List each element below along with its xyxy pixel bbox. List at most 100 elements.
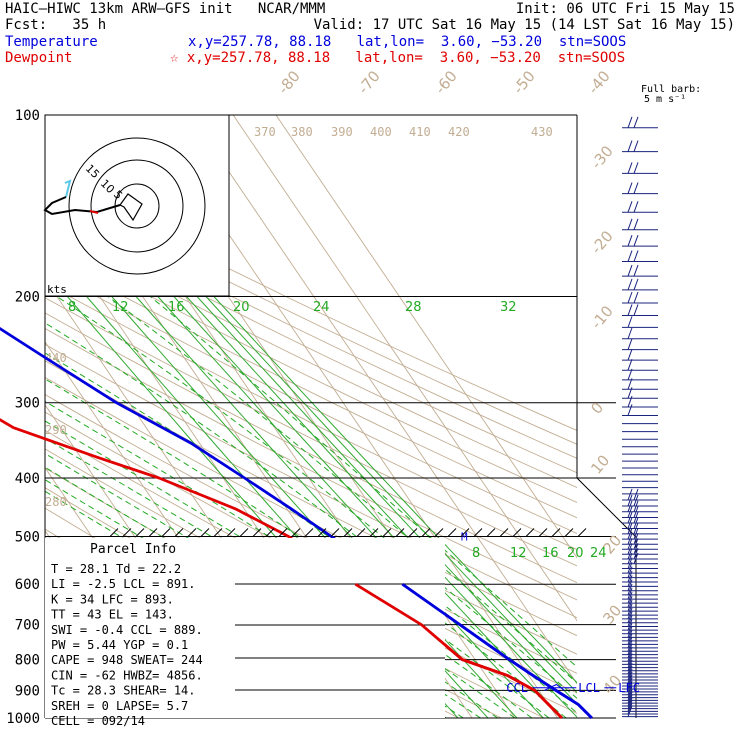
forecast-hour: Fcst: 35 h xyxy=(5,17,107,33)
hatch-tick xyxy=(460,528,470,537)
wind-barb-flag xyxy=(627,488,633,501)
wind-barb-flag xyxy=(627,511,633,524)
adiabat-label: 420 xyxy=(448,125,470,139)
dry-adiabat-line xyxy=(45,297,577,567)
wind-barb-flag xyxy=(627,680,633,693)
wind-barb-flag xyxy=(627,697,633,709)
hatch-tick xyxy=(577,528,587,537)
series-line-lower xyxy=(354,583,563,719)
moist-adiabat-line xyxy=(56,296,577,699)
dry-adiabat-line xyxy=(45,343,577,619)
wind-barb-flag xyxy=(627,201,633,213)
parcel-info-row: CAPE = 948 SWEAT= 244 xyxy=(51,653,203,667)
pressure-tick-label: 500 xyxy=(15,529,40,545)
mixing-ratio-label: 12 xyxy=(112,300,129,315)
mixing-ratio-label: 32 xyxy=(500,300,517,315)
barb-legend-line2: 5 m s⁻¹ xyxy=(644,94,687,105)
wind-barb-flag xyxy=(627,692,633,704)
wind-barb-flag xyxy=(627,615,633,627)
wind-barb-flag xyxy=(627,626,633,638)
wind-barb-flag xyxy=(627,599,633,612)
wind-barb-flag xyxy=(627,629,633,642)
wind-barb-flag xyxy=(627,656,633,668)
wind-barb-flag xyxy=(627,527,633,540)
parcel-info-row: SREH = 0 LAPSE= 5.7 xyxy=(51,699,188,713)
wind-barb-flag xyxy=(627,689,633,701)
wind-barb-flag xyxy=(627,348,633,361)
adiabat-label: 410 xyxy=(409,125,431,139)
wind-barb-flag xyxy=(627,552,633,564)
parcel-info-row: K = 34 LFC = 893. xyxy=(51,592,174,606)
isotherm-label: 10 xyxy=(587,451,613,477)
wind-barb-flag xyxy=(627,517,633,529)
wind-barb-flag xyxy=(633,500,639,512)
wind-barb-flag xyxy=(627,140,633,152)
hatch-tick xyxy=(317,528,327,537)
hatch-tick xyxy=(304,528,314,537)
valid-time: Valid: 17 UTC Sat 16 May 15 (14 LST Sat … xyxy=(313,17,735,33)
hatch-tick xyxy=(200,528,210,537)
wind-barb-flag xyxy=(633,278,639,291)
mixing-ratio-line xyxy=(45,117,577,694)
wind-barb-flag xyxy=(633,506,639,518)
mixing-ratio-label: 28 xyxy=(405,300,422,315)
temperature-legend: Temperature xyxy=(5,34,98,50)
hatch-tick xyxy=(421,528,431,537)
wind-barb-flag xyxy=(633,182,639,194)
wind-barb-flag xyxy=(633,538,639,550)
pressure-tick-label: 600 xyxy=(15,577,40,593)
wind-barb-flag xyxy=(627,278,633,291)
wind-barb-flag xyxy=(627,646,633,659)
hatch-tick xyxy=(187,528,197,537)
isotherm-label: -50 xyxy=(509,67,539,97)
wind-barb-flag xyxy=(627,522,633,535)
adiabat-label: 390 xyxy=(331,125,353,139)
dry-adiabat-line xyxy=(45,282,577,551)
dry-adiabat-line xyxy=(45,312,577,584)
wind-barb-flag xyxy=(627,607,633,620)
hatch-tick xyxy=(512,528,522,537)
hodograph-frame xyxy=(44,114,230,297)
wind-barb-flag xyxy=(627,611,633,623)
wind-barb-flag xyxy=(627,596,633,608)
wind-barb-flag xyxy=(627,182,633,194)
hatch-tick xyxy=(369,528,379,537)
wind-barb-flag xyxy=(627,506,633,518)
wind-barb-flag xyxy=(627,327,633,339)
mixing-ratio-label: 16 xyxy=(168,300,185,315)
wind-barb-flag xyxy=(627,633,633,645)
mixing-ratio-label: 12 xyxy=(510,546,527,561)
hatch-tick xyxy=(291,528,301,537)
hatch-tick xyxy=(278,528,288,537)
parcel-info-title: Parcel Info xyxy=(90,542,176,557)
wind-barb-flag xyxy=(627,643,633,655)
hatch-tick xyxy=(486,528,496,537)
lcl-label: LCL xyxy=(578,681,600,695)
mixing-ratio-label: 20 xyxy=(233,300,250,315)
pressure-tick-labels: 100 200 300 400 500 600 700 800 900 1000 xyxy=(6,108,40,727)
isotherm-label: 0 xyxy=(587,399,607,418)
hodograph-unit-label: kts xyxy=(47,283,67,296)
wind-barb-flag xyxy=(633,527,639,540)
wind-barb-flag xyxy=(627,316,633,328)
wind-barb-flag xyxy=(633,533,639,545)
isotherm-label: -60 xyxy=(431,67,461,97)
pressure-tick-label: 900 xyxy=(15,683,40,699)
hodograph-trace-core xyxy=(119,193,143,222)
dewpoint-legend: Dewpoint xyxy=(5,50,73,66)
isotherm-label: -80 xyxy=(274,67,304,97)
wind-barb-flag xyxy=(627,234,633,247)
hatch-tick xyxy=(265,528,275,537)
isotherm-label: -40 xyxy=(584,67,614,97)
wind-barb-flag xyxy=(633,304,639,316)
parcel-info-row: T = 28.1 Td = 22.2 xyxy=(51,562,181,576)
mixing-ratio-label: 24 xyxy=(590,546,607,561)
series-line-lower xyxy=(401,583,593,719)
wind-barb-flag xyxy=(627,304,633,316)
dry-adiabat-line xyxy=(45,226,577,488)
wind-barb-flag xyxy=(627,264,633,277)
isotherm-label: -70 xyxy=(354,67,384,97)
hatch-tick xyxy=(161,528,171,537)
hatch-tick xyxy=(135,528,145,537)
isotherm-label: 30 xyxy=(599,601,625,627)
